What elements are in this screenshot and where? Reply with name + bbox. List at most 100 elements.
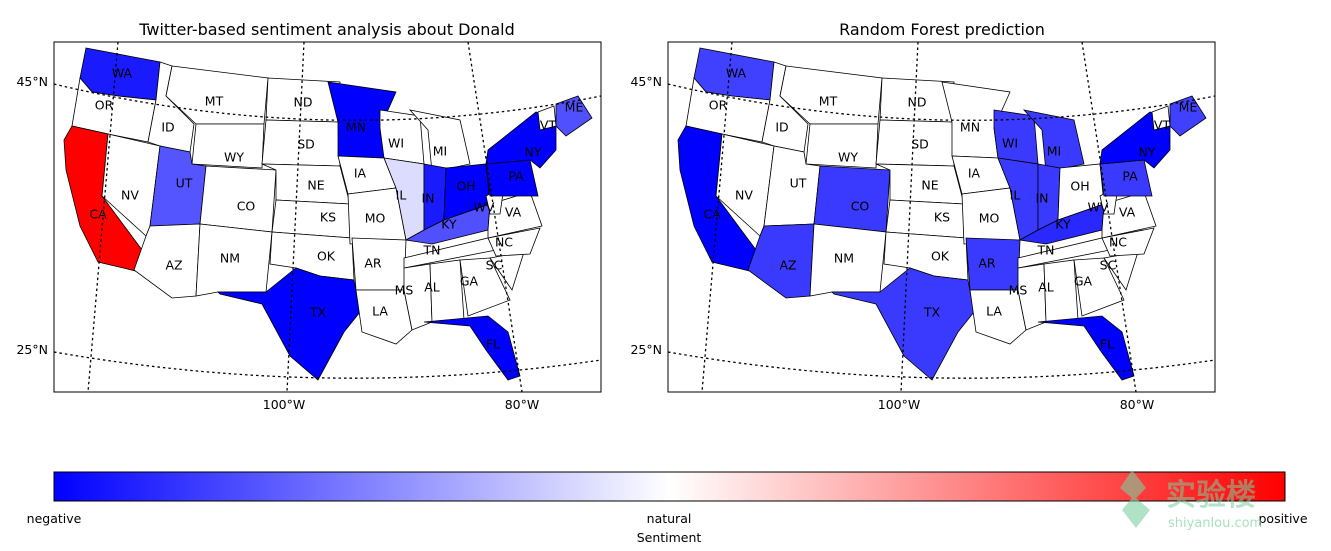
colorbar-label-negative: negative — [27, 511, 82, 526]
state-label-sd: SD — [911, 137, 929, 152]
state-label-pa: PA — [508, 169, 524, 184]
state-label-nm: NM — [220, 251, 240, 266]
colorbar-label-positive: positive — [1258, 511, 1307, 526]
watermark-text: 实验楼 — [1166, 478, 1256, 513]
state-ok — [883, 231, 969, 281]
map1-frame — [53, 41, 602, 393]
state-label-ok: OK — [931, 249, 950, 264]
state-ga — [1073, 257, 1125, 317]
graticule-line — [668, 83, 1215, 121]
state-label-ks: KS — [934, 210, 950, 225]
state-label-ut: UT — [790, 176, 807, 191]
state-label-id: ID — [161, 120, 174, 135]
state-label-tx: TX — [309, 305, 327, 320]
lon-label-80w: 80°W — [505, 397, 540, 412]
graticule-line — [1081, 42, 1137, 392]
state-label-me: ME — [565, 100, 584, 115]
state-label-oh: OH — [456, 179, 475, 194]
state-label-ks: KS — [320, 210, 336, 225]
state-me — [1169, 95, 1207, 137]
lat-label-45: 45°N — [630, 74, 662, 89]
state-label-ms: MS — [1009, 283, 1028, 298]
watermark: 实验楼 shiyanlou.com — [1120, 470, 1262, 531]
state-label-mt: MT — [205, 94, 224, 109]
state-label-il: IL — [1010, 188, 1021, 203]
graticule-line — [701, 42, 733, 392]
state-label-mi: MI — [433, 144, 447, 159]
state-label-il: IL — [396, 188, 407, 203]
state-label-ca: CA — [703, 207, 721, 222]
watermark-subtext: shiyanlou.com — [1168, 516, 1262, 531]
state-label-ny: NY — [525, 145, 542, 160]
state-label-nc: NC — [1109, 235, 1127, 250]
state-ms — [1017, 263, 1047, 331]
state-label-nd: ND — [908, 95, 927, 110]
state-tx — [217, 267, 361, 381]
lat-label-25: 25°N — [16, 342, 48, 357]
state-label-wv: WV — [474, 200, 495, 215]
state-label-ky: KY — [1055, 217, 1071, 232]
state-label-ne: NE — [307, 178, 324, 193]
state-ks — [271, 199, 353, 239]
state-nc — [1101, 227, 1155, 257]
state-label-or: OR — [95, 98, 114, 113]
lat-label-45: 45°N — [16, 74, 48, 89]
state-label-mo: MO — [979, 211, 1000, 226]
state-ok — [269, 231, 355, 281]
state-label-al: AL — [424, 280, 440, 295]
state-label-nm: NM — [834, 251, 854, 266]
state-tx — [831, 267, 975, 381]
state-label-va: VA — [1119, 205, 1136, 220]
graticule-line — [467, 42, 523, 392]
state-label-pa: PA — [1122, 169, 1138, 184]
graticule-line — [54, 351, 601, 379]
state-label-oh: OH — [1070, 179, 1089, 194]
state-label-vt: VT — [540, 118, 557, 133]
lon-label-100w: 100°W — [263, 397, 305, 412]
state-label-wa: WA — [112, 66, 133, 81]
state-fl — [1037, 315, 1135, 381]
graticule-line — [54, 83, 601, 121]
state-label-al: AL — [1038, 280, 1054, 295]
state-ks — [885, 199, 967, 239]
state-label-la: LA — [986, 304, 1002, 319]
state-label-nd: ND — [294, 95, 313, 110]
state-label-fl: FL — [1100, 337, 1114, 352]
lat-label-25: 25°N — [630, 342, 662, 357]
state-label-or: OR — [709, 98, 728, 113]
state-label-wi: WI — [388, 136, 404, 151]
state-label-mo: MO — [365, 211, 386, 226]
state-label-co: CO — [237, 199, 256, 214]
state-label-va: VA — [505, 205, 522, 220]
state-label-ga: GA — [1074, 274, 1093, 289]
state-label-mn: MN — [346, 120, 366, 135]
map2-frame — [667, 41, 1216, 393]
state-label-sd: SD — [297, 137, 315, 152]
lon-label-80w: 80°W — [1120, 397, 1155, 412]
state-label-mn: MN — [960, 120, 980, 135]
state-label-ar: AR — [978, 256, 996, 271]
state-wy — [191, 123, 265, 169]
state-label-fl: FL — [486, 337, 500, 352]
colorbar-label-natural: natural — [647, 511, 692, 526]
state-label-wv: WV — [1088, 200, 1109, 215]
state-label-in: IN — [1035, 191, 1048, 206]
map1-title: Twitter-based sentiment analysis about D… — [138, 20, 515, 39]
state-label-nv: NV — [121, 188, 139, 203]
state-label-wi: WI — [1002, 136, 1018, 151]
state-label-wa: WA — [726, 66, 747, 81]
state-wy — [805, 123, 879, 169]
state-label-wy: WY — [838, 150, 858, 165]
state-label-ia: IA — [968, 166, 981, 181]
state-ga — [459, 257, 511, 317]
state-label-ga: GA — [460, 274, 479, 289]
state-label-id: ID — [775, 120, 788, 135]
state-label-ia: IA — [354, 166, 367, 181]
state-label-ms: MS — [395, 283, 414, 298]
state-label-vt: VT — [1154, 118, 1171, 133]
state-label-ne: NE — [921, 178, 938, 193]
state-fl — [423, 315, 521, 381]
map-random-forest: Random Forest prediction WA OR CA NV ID MT WY U… — [630, 20, 1216, 412]
graticule-line — [900, 42, 919, 392]
state-label-tn: TN — [423, 243, 441, 258]
